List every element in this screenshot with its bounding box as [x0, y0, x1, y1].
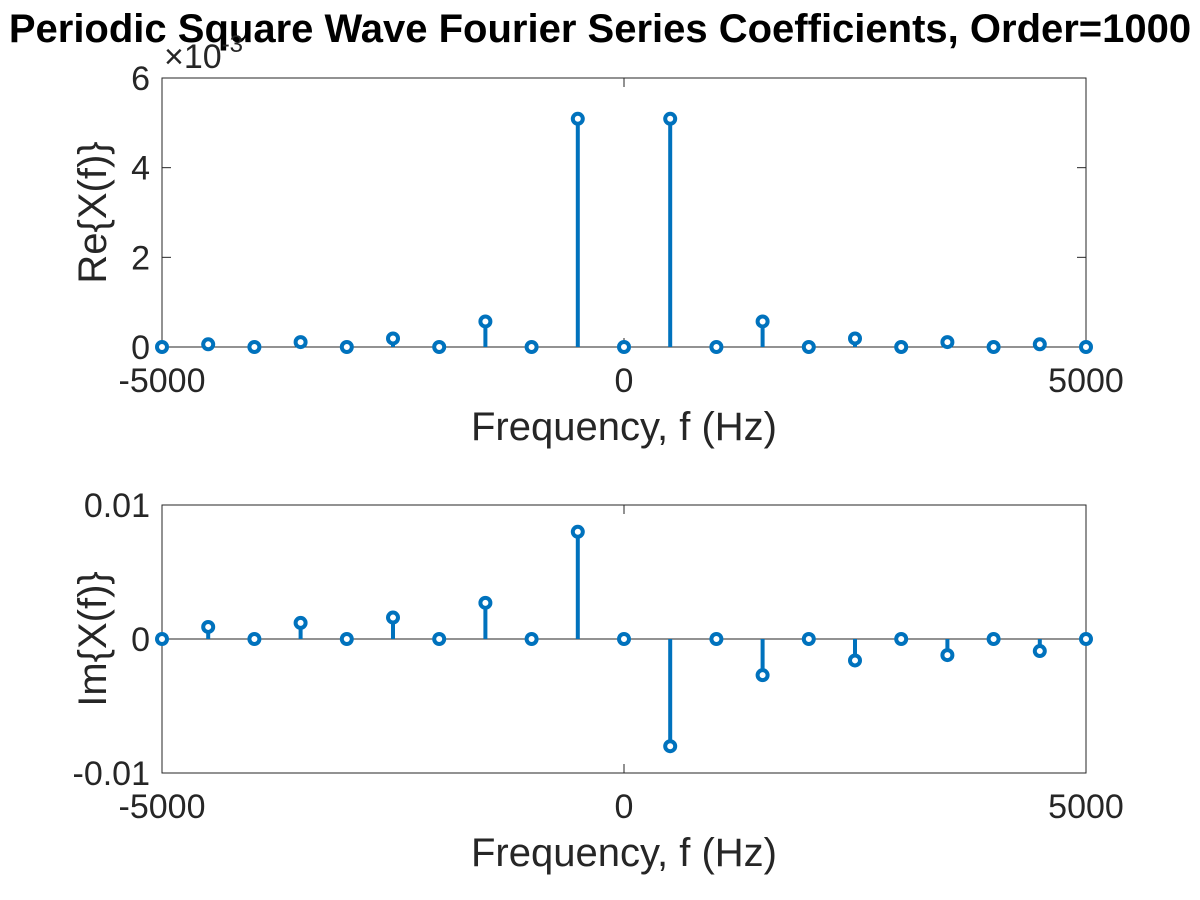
- stem-marker: [432, 632, 447, 646]
- stem-marker: [617, 632, 631, 646]
- stem-marker: [894, 632, 909, 646]
- stem-marker: [1032, 644, 1047, 659]
- stem-marker: [293, 615, 308, 630]
- stem-marker: [570, 111, 585, 126]
- x-axis-label: Frequency, f (Hz): [471, 405, 777, 449]
- stem-marker: [1079, 632, 1093, 646]
- stem-marker: [432, 340, 447, 354]
- stem-marker: [1079, 340, 1093, 354]
- stem-marker: [247, 340, 262, 354]
- stem-marker: [986, 632, 1001, 646]
- stem-marker: [339, 632, 354, 646]
- stem-marker: [155, 340, 169, 354]
- stem-marker: [663, 739, 678, 754]
- stem-marker: [201, 619, 216, 634]
- stem-marker: [848, 331, 862, 346]
- x-tick-label: -5000: [119, 788, 206, 826]
- x-tick-label: 0: [615, 362, 634, 400]
- stem-marker: [293, 335, 308, 350]
- axes-frame: [161, 77, 1087, 348]
- stem-marker: [617, 340, 631, 354]
- x-tick-label: 5000: [1048, 362, 1124, 400]
- exponent-power: -3: [222, 31, 243, 58]
- stem-marker: [524, 632, 539, 646]
- x-tick-label: 5000: [1048, 788, 1124, 826]
- x-tick-label: 0: [615, 788, 634, 826]
- figure-title: Periodic Square Wave Fourier Series Coef…: [9, 7, 1191, 51]
- stem-marker: [755, 314, 770, 329]
- y-axis-label: Re{X(f)}: [71, 141, 115, 283]
- y-tick-label: 2: [131, 239, 150, 277]
- stem-marker: [709, 340, 724, 354]
- x-axis-label: Frequency, f (Hz): [471, 831, 777, 875]
- y-axis-label: Im{X(f)}: [71, 571, 115, 707]
- stem-marker: [339, 340, 354, 354]
- bottom-subplot: -5000 0 5000 -0.01 0 0.01 Frequency, f (Hz) Im{…: [71, 487, 1124, 875]
- stem-marker: [986, 340, 1001, 354]
- stem-marker: [940, 648, 955, 663]
- stem-marker: [894, 340, 909, 354]
- stem-marker: [801, 632, 816, 646]
- stem-marker: [1032, 337, 1047, 352]
- stem-marker: [155, 632, 169, 646]
- exponent-label: ×10-3: [164, 31, 243, 76]
- stem-marker: [386, 331, 400, 346]
- stem-marker: [247, 632, 262, 646]
- stem-marker: [201, 337, 216, 352]
- stem-marker: [524, 340, 539, 354]
- stem-marker: [478, 314, 493, 329]
- x-tick-label: -5000: [119, 362, 206, 400]
- stem-marker: [848, 653, 862, 668]
- y-tick-label: -0.01: [73, 755, 151, 793]
- stem-marker: [570, 524, 585, 539]
- y-tick-label: 0: [131, 329, 150, 367]
- stem-marker: [801, 340, 816, 354]
- stem-marker: [663, 111, 678, 126]
- stem-marker: [478, 595, 493, 610]
- stem-marker: [386, 610, 400, 625]
- y-tick-label: 0: [131, 621, 150, 659]
- stem-marker: [755, 668, 770, 683]
- y-tick-label: 0.01: [84, 487, 150, 525]
- exponent-base: ×10: [164, 38, 222, 76]
- stem-marker: [940, 335, 955, 350]
- y-tick-label: 6: [131, 60, 150, 98]
- stem-marker: [709, 632, 724, 646]
- y-tick-label: 4: [131, 150, 150, 188]
